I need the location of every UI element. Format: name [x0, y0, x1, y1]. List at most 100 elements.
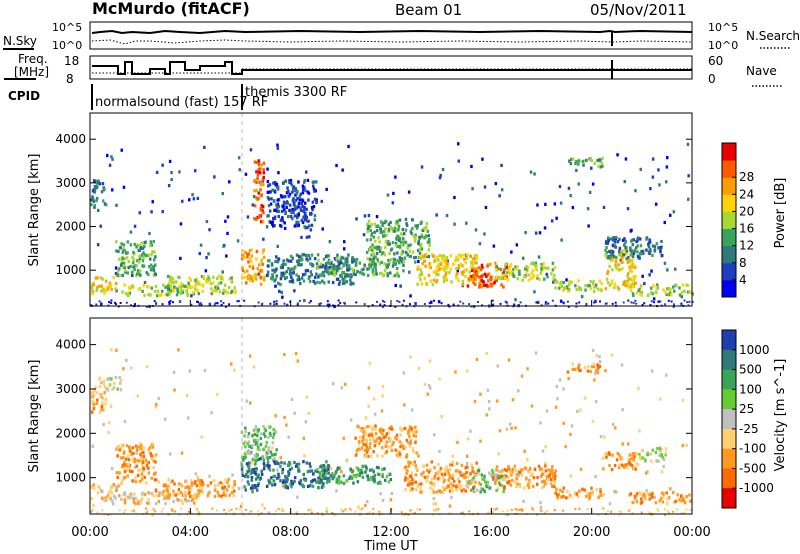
velocity-echo-cell: [605, 452, 609, 457]
velocity-echo-cell: [528, 481, 532, 485]
power-echo-cell: [288, 272, 292, 276]
velocity-echo-cell: [177, 498, 181, 502]
power-echo-cell: [445, 278, 449, 282]
power-echo-cell: [372, 235, 376, 239]
velocity-ground-cell: [407, 513, 410, 516]
velocity-noise-cell: [281, 509, 284, 513]
power-echo-cell: [503, 276, 507, 280]
power-echo-cell: [262, 275, 265, 280]
power-echo-cell: [136, 259, 139, 263]
velocity-ground-cell: [434, 508, 437, 511]
velocity-echo-cell: [589, 369, 592, 373]
power-echo-cell: [405, 223, 409, 227]
velocity-echo-cell: [141, 458, 144, 462]
power-echo-cell: [374, 266, 377, 271]
power-echo-cell: [534, 261, 537, 265]
power-echo-cell: [426, 229, 430, 233]
velocity-ground-cell: [437, 508, 440, 510]
power-ground-cell: [236, 300, 239, 303]
velocity-echo-cell: [269, 433, 272, 438]
power-echo-cell: [219, 276, 223, 281]
velocity-echo-cell: [273, 460, 276, 464]
velocity-echo-cell: [439, 490, 443, 494]
power-echo-cell: [593, 161, 596, 165]
power-echo-cell: [313, 218, 317, 222]
power-echo-cell: [613, 285, 616, 290]
velocity-echo-cell: [468, 481, 472, 486]
velocity-echo-cell: [644, 458, 647, 462]
power-echo-cell: [399, 240, 403, 244]
power-echo-cell: [281, 271, 284, 275]
power-noise-cell: [481, 157, 484, 161]
velocity-echo-cell: [390, 448, 394, 452]
power-echo-cell: [335, 277, 339, 281]
velocity-echo-cell: [255, 459, 258, 463]
velocity-echo-cell: [246, 442, 249, 446]
power-echo-cell: [417, 241, 420, 245]
velocity-echo-cell: [431, 477, 434, 481]
power-echo-cell: [324, 266, 327, 270]
velocity-echo-cell: [635, 492, 639, 496]
power-echo-cell: [678, 293, 682, 297]
velocity-ground-cell: [657, 509, 660, 512]
power-echo-cell: [411, 250, 415, 254]
power-echo-cell: [629, 239, 633, 243]
velocity-ground-cell: [496, 507, 499, 510]
velocity-echo-cell: [249, 486, 253, 490]
velocity-noise-cell: [591, 348, 595, 352]
velocity-echo-cell: [528, 470, 531, 474]
velocity-echo-cell: [109, 486, 113, 490]
power-echo-cell: [431, 283, 435, 287]
velocity-echo-cell: [100, 393, 104, 397]
power-echo-cell: [568, 159, 571, 163]
power-echo-cell: [143, 244, 146, 248]
velocity-echo-cell: [134, 476, 137, 480]
power-echo-cell: [276, 260, 280, 264]
velocity-echo-cell: [207, 491, 210, 495]
velocity-echo-cell: [409, 461, 413, 465]
power-echo-cell: [570, 280, 573, 284]
power-echo-cell: [358, 261, 362, 265]
power-echo-cell: [354, 263, 358, 268]
power-noise-cell: [643, 282, 646, 286]
velocity-echo-cell: [272, 474, 276, 478]
velocity-ground-cell: [506, 509, 509, 512]
velocity-echo-cell: [178, 482, 181, 486]
velocity-echo-cell: [626, 463, 629, 467]
velocity-echo-cell: [260, 469, 263, 473]
power-echo-cell: [651, 292, 654, 296]
power-noise-cell: [291, 271, 294, 275]
velocity-echo-cell: [155, 494, 159, 498]
power-echo-cell: [493, 281, 496, 285]
power-echo-cell: [282, 259, 285, 263]
power-echo-cell: [625, 251, 628, 256]
velocity-echo-cell: [246, 470, 249, 474]
velocity-echo-cell: [399, 433, 402, 437]
station-title: McMurdo (fitACF): [92, 0, 250, 18]
power-echo-cell: [402, 263, 405, 267]
power-echo-cell: [347, 253, 350, 257]
velocity-echo-cell: [485, 484, 488, 488]
power-echo-cell: [253, 160, 257, 164]
velocity-noise-cell: [417, 366, 421, 370]
power-echo-cell: [249, 257, 252, 261]
power-noise-cell: [624, 157, 628, 161]
velocity-echo-cell: [350, 476, 354, 480]
power-echo-cell: [209, 282, 213, 286]
power-echo-cell: [457, 266, 461, 270]
velocity-echo-cell: [533, 467, 537, 471]
power-echo-cell: [632, 294, 635, 298]
velocity-echo-cell: [426, 468, 429, 472]
power-echo-cell: [611, 268, 614, 272]
velocity-echo-cell: [655, 459, 659, 463]
power-echo-cell: [435, 279, 439, 283]
power-echo-cell: [405, 222, 408, 226]
velocity-echo-cell: [551, 476, 555, 480]
power-echo-cell: [400, 243, 403, 247]
velocity-noise-cell: [620, 363, 624, 367]
velocity-ground-cell: [685, 508, 688, 511]
power-echo-cell: [335, 257, 339, 261]
power-echo-cell: [384, 245, 387, 249]
power-echo-cell: [255, 249, 259, 254]
power-ground-cell: [213, 304, 216, 307]
